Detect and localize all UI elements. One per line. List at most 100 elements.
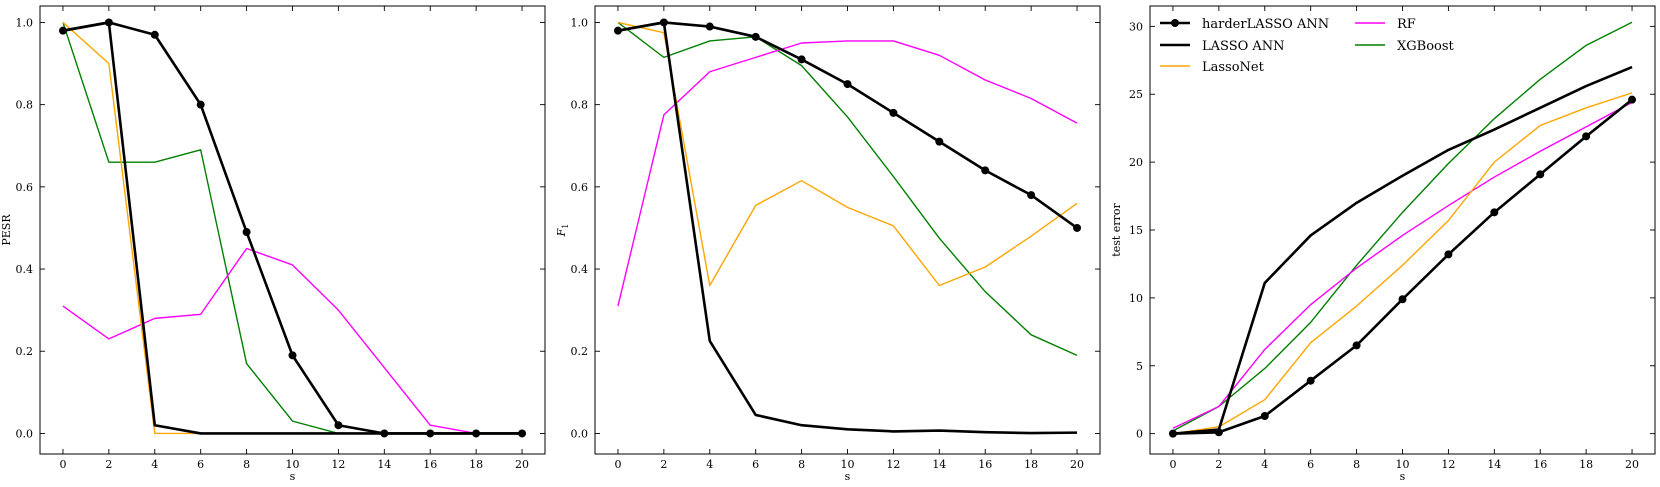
x-tick-label: 12: [1441, 458, 1455, 471]
data-point-harderlasso: [1306, 376, 1315, 385]
data-point-harderlasso: [843, 80, 852, 89]
data-point-harderlasso: [1444, 250, 1453, 259]
y-tick-label: 0: [1136, 428, 1143, 441]
x-tick-label: 2: [105, 458, 112, 471]
y-axis-label-text: PESR: [0, 214, 13, 246]
x-tick-label: 2: [1215, 458, 1222, 471]
x-tick-label: 10: [841, 458, 855, 471]
x-tick-label: 12: [886, 458, 900, 471]
y-tick-label: 20: [1129, 156, 1143, 169]
data-point-harderlasso: [380, 429, 389, 438]
series-line-xgboost: [1172, 21, 1633, 432]
legend-marker: [1171, 19, 1179, 27]
x-axis-label: s: [290, 470, 296, 483]
x-tick-label: 12: [331, 458, 345, 471]
x-tick-label: 18: [1579, 458, 1593, 471]
x-tick-label: 8: [243, 458, 250, 471]
y-axis-label: F1: [555, 224, 570, 238]
x-tick-label: 10: [286, 458, 300, 471]
data-point-harderlasso: [935, 137, 944, 146]
y-tick-label: 15: [1129, 224, 1143, 237]
data-point-harderlasso: [58, 26, 67, 35]
chart-panel-3: 0 2 4 6 8 10 12 14 16 18 20 0 5 10 15 20 25 30 s test error…: [1110, 5, 1656, 483]
series-line-rf: [1172, 101, 1633, 429]
series-line-lassonet: [1172, 92, 1633, 435]
series-line-rf: [62, 247, 523, 435]
legend-label: XGBoost: [1397, 39, 1455, 54]
data-point-harderlasso: [981, 166, 990, 175]
x-tick-label: 6: [197, 458, 204, 471]
x-tick-label: 16: [423, 458, 437, 471]
y-axis-label-text: test error: [1110, 203, 1123, 257]
y-tick-label: 1.0: [16, 16, 34, 29]
x-tick-label: 0: [1169, 458, 1176, 471]
data-point-harderlasso: [1490, 208, 1499, 217]
legend-label: RF: [1397, 17, 1416, 32]
data-point-harderlasso: [659, 18, 668, 27]
data-point-harderlasso: [1398, 295, 1407, 304]
chart-panel-2: 0 2 4 6 8 10 12 14 16 18 20 0.0 0.2 0.4 0.6 0.8 1.0 s F1: [555, 5, 1101, 483]
x-axis-label: s: [845, 470, 851, 483]
x-tick-label: 8: [1353, 458, 1360, 471]
series-line-xgboost: [617, 21, 1078, 356]
data-point-harderlasso: [1214, 428, 1223, 437]
series-line-lasso: [617, 21, 1078, 435]
data-point-harderlasso: [1027, 191, 1036, 200]
y-tick-label: 25: [1129, 88, 1143, 101]
y-tick-label: 0.6: [571, 181, 589, 194]
x-tick-label: 14: [932, 458, 946, 471]
legend-label: LassoNet: [1202, 60, 1265, 75]
data-point-harderlasso: [196, 100, 205, 109]
x-tick-label: 10: [1396, 458, 1410, 471]
data-point-harderlasso: [751, 32, 760, 41]
y-tick-label: 30: [1129, 20, 1143, 33]
y-tick-label: 0.4: [571, 263, 589, 276]
y-tick-label: 0.4: [16, 263, 34, 276]
y-tick-label: 0.2: [571, 345, 589, 358]
data-point-harderlasso: [104, 18, 113, 27]
x-tick-label: 20: [1625, 458, 1639, 471]
y-tick-label: 5: [1136, 360, 1143, 373]
series-line-harderlasso: [1172, 98, 1633, 435]
data-point-harderlasso: [426, 429, 435, 438]
x-tick-label: 20: [515, 458, 529, 471]
x-axis-label: s: [1400, 470, 1406, 483]
data-point-harderlasso: [1628, 95, 1637, 104]
data-point-harderlasso: [613, 26, 622, 35]
x-tick-label: 4: [1261, 458, 1268, 471]
y-axis-label-text: F: [555, 228, 568, 237]
x-tick-label: 14: [1487, 458, 1501, 471]
y-tick-label: 0.8: [16, 99, 34, 112]
y-axis-label: test error: [1110, 203, 1123, 257]
x-tick-label: 0: [614, 458, 621, 471]
y-tick-label: 10: [1129, 292, 1143, 305]
data-point-harderlasso: [242, 228, 251, 237]
data-point-harderlasso: [1073, 223, 1082, 232]
data-point-harderlasso: [518, 429, 527, 438]
series-line-lassonet: [617, 21, 1078, 287]
data-point-harderlasso: [1260, 411, 1269, 420]
x-tick-label: 6: [1307, 458, 1314, 471]
data-point-harderlasso: [705, 22, 714, 31]
y-tick-label: 0.2: [16, 345, 34, 358]
x-tick-label: 16: [1533, 458, 1547, 471]
x-tick-label: 14: [377, 458, 391, 471]
legend-label: harderLASSO ANN: [1202, 17, 1329, 32]
y-axis-label-subscript: 1: [561, 224, 570, 229]
y-tick-label: 0.0: [16, 427, 34, 440]
y-tick-label: 1.0: [571, 16, 589, 29]
series-line-lasso: [62, 21, 523, 435]
chart-panel-1: 0 2 4 6 8 10 12 14 16 18 20 0.0 0.2 0.4 0.6 0.8 1.0 s PESR: [0, 5, 546, 483]
data-point-harderlasso: [1582, 132, 1591, 141]
legend-label: LASSO ANN: [1202, 39, 1285, 54]
series-line-lasso: [1172, 65, 1633, 435]
y-axis-label: PESR: [0, 214, 13, 246]
y-tick-label: 0.8: [571, 99, 589, 112]
x-tick-label: 6: [752, 458, 759, 471]
x-tick-label: 4: [151, 458, 158, 471]
legend: harderLASSO ANN LASSO ANN LassoNet RF XGBoos…: [1160, 17, 1455, 75]
data-point-harderlasso: [1352, 341, 1361, 350]
data-point-harderlasso: [288, 351, 297, 360]
x-tick-label: 16: [978, 458, 992, 471]
